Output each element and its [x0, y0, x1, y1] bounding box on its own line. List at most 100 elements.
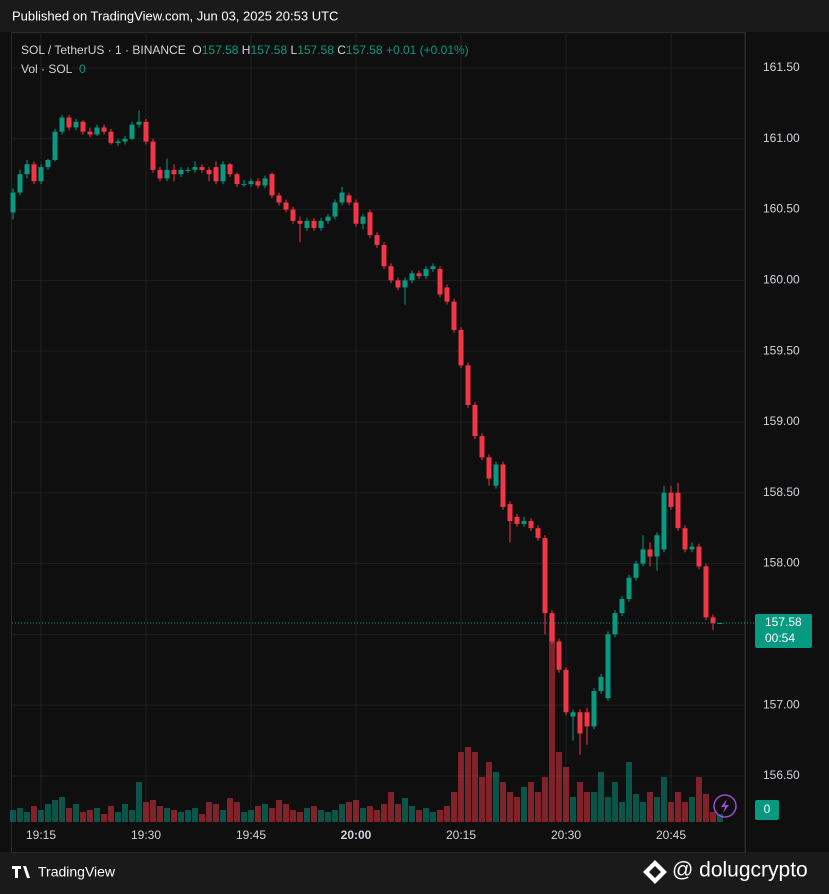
close: 157.58 [345, 43, 383, 57]
y-tick-label: 159.50 [763, 343, 800, 357]
candle-body [206, 169, 212, 175]
candle-body [388, 266, 394, 281]
candle-body [402, 280, 408, 288]
candle-body [465, 365, 471, 405]
volume-bar [598, 772, 604, 822]
volume-bar [633, 794, 639, 822]
volume-bar [591, 792, 597, 822]
candle-body [52, 131, 58, 161]
volume-bar [479, 777, 485, 822]
volume-bar [346, 802, 352, 822]
l-label: L [290, 43, 298, 57]
candle-body [668, 492, 674, 507]
volume-bar [486, 762, 492, 822]
volume-bar [360, 808, 366, 822]
candle-body [290, 209, 296, 221]
volume-bar [66, 808, 72, 822]
y-tick-label: 159.00 [763, 414, 800, 428]
binance-logo [643, 860, 667, 884]
volume-bar [206, 802, 212, 822]
candle-body [654, 535, 660, 557]
candle-body [115, 141, 121, 144]
candle-body [598, 676, 604, 692]
volume-bar [213, 804, 219, 822]
candle-body [353, 202, 359, 224]
volume-bar [297, 812, 303, 822]
candle-body [339, 192, 345, 203]
x-tick-label: 20:15 [446, 828, 476, 842]
vol-label: Vol · SOL [21, 62, 73, 76]
volume-bar [73, 804, 79, 822]
candle-body [647, 549, 653, 557]
candle-body [171, 169, 177, 175]
volume-bar [409, 806, 415, 822]
candle-body [682, 528, 688, 550]
volume-bar [640, 802, 646, 822]
volume-bar [234, 802, 240, 822]
volume-bar [325, 812, 331, 822]
volume-bar [31, 806, 37, 822]
volume-bar [710, 812, 716, 822]
candle-body [129, 124, 135, 139]
volume-bar [52, 800, 58, 822]
candle-body [395, 280, 401, 288]
volume-bar [122, 804, 128, 822]
candle-body [605, 634, 611, 699]
volume-bar [458, 752, 464, 822]
candle-body [612, 613, 618, 635]
x-tick-label: 20:00 [341, 828, 372, 842]
candle-body [38, 167, 44, 182]
candle-body [241, 184, 247, 186]
volume-bar [136, 782, 142, 822]
candle-body [374, 235, 380, 245]
volume-bar [675, 792, 681, 822]
candle-body [577, 712, 583, 734]
volume-bar [374, 810, 380, 822]
y-tick-label: 158.00 [763, 556, 800, 570]
volume-bar [311, 806, 317, 822]
candle-body [416, 273, 422, 277]
volume-bar [584, 792, 590, 822]
candle-body [696, 546, 702, 567]
candle-body [73, 121, 79, 128]
volume-bar [472, 752, 478, 822]
candle-body [367, 212, 373, 236]
candle-body [199, 167, 205, 170]
volume-bar [542, 777, 548, 822]
candle-body [80, 121, 86, 132]
volume-bar [87, 810, 93, 822]
candle-body [10, 192, 16, 213]
candle-body [262, 178, 268, 186]
h-label: H [241, 43, 251, 57]
candle-body [710, 617, 716, 624]
volume-bar [290, 810, 296, 822]
candle-body [493, 464, 499, 486]
candle-body [101, 127, 107, 132]
y-tick-label: 157.00 [763, 697, 800, 711]
lightning-icon[interactable] [713, 794, 737, 818]
volume-bar [171, 810, 177, 822]
volume-bar [220, 810, 226, 822]
candle-body [500, 464, 506, 507]
candle-body [304, 220, 310, 228]
vol-value: 0 [79, 62, 86, 76]
lightning-glyph [721, 799, 729, 813]
volume-bar [80, 812, 86, 822]
brand: TradingView [38, 864, 116, 880]
candle-body [297, 220, 303, 224]
volume-bar [178, 812, 184, 822]
candle-body [59, 117, 65, 132]
volume-bar [689, 797, 695, 822]
volume-bar [563, 767, 569, 822]
candle-body [591, 691, 597, 727]
change: +0.01 (+0.01%) [385, 43, 469, 57]
candle-body [227, 164, 233, 175]
candle-body [626, 577, 632, 599]
volume-bar [115, 812, 121, 822]
volume-bar [199, 814, 205, 822]
candle-body [136, 121, 142, 125]
volume-bar [150, 800, 156, 822]
volume-bar [276, 800, 282, 822]
candle-body [521, 521, 527, 524]
candle-body [276, 195, 282, 203]
